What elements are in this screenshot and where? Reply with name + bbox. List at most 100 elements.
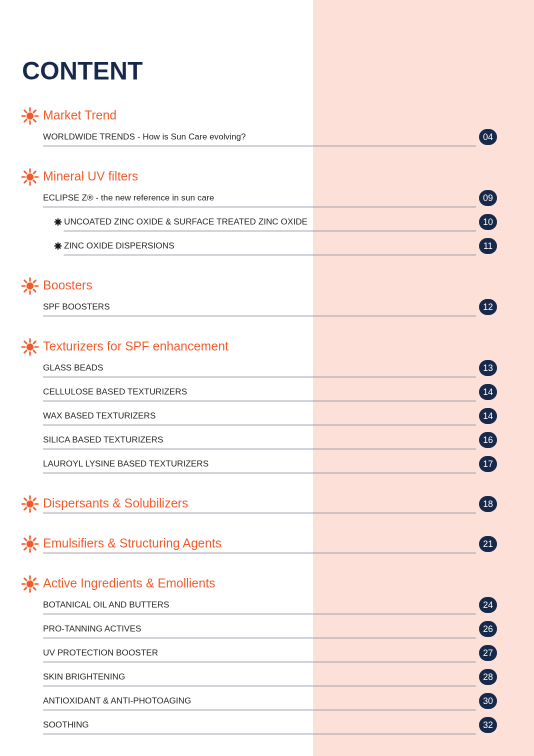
section-heading: Active Ingredients & Emollients <box>43 576 215 590</box>
page-badge <box>479 597 497 613</box>
section-heading: Mineral UV filters <box>43 169 138 183</box>
sun-icon <box>21 277 39 295</box>
page-number: 18 <box>483 499 493 509</box>
sun-ray <box>32 288 37 293</box>
sun-ray <box>32 340 37 345</box>
page-badge <box>479 621 497 637</box>
sun-ray <box>32 179 37 184</box>
sun-ray <box>23 279 28 284</box>
entry: CELLULOSE BASED TEXTURIZERS <box>43 386 187 396</box>
section-heading: Boosters <box>43 278 92 292</box>
sun-ray <box>23 179 28 184</box>
sun-ray <box>23 288 28 293</box>
page-number: 10 <box>483 217 493 227</box>
sun-ray <box>32 537 37 542</box>
sun-ray <box>23 537 28 542</box>
entry: WAX BASED TEXTURIZERS <box>43 410 156 420</box>
sun-core <box>26 540 34 548</box>
sun-core <box>26 112 34 120</box>
page-number: 26 <box>483 624 493 634</box>
page-number: 09 <box>483 193 493 203</box>
sun-ray <box>32 109 37 114</box>
sun-core <box>26 500 34 508</box>
sun-ray <box>32 170 37 175</box>
sun-ray <box>23 506 28 511</box>
sub-entry: UNCOATED ZINC OXIDE & SURFACE TREATED ZI… <box>64 216 308 226</box>
page-badge <box>479 129 497 145</box>
page-badge <box>479 384 497 400</box>
sun-icon <box>21 495 39 513</box>
page-number: 14 <box>483 387 493 397</box>
sun-ray <box>32 349 37 354</box>
page-badge <box>479 693 497 709</box>
page-number: 28 <box>483 672 493 682</box>
sun-ray <box>23 170 28 175</box>
sun-ray <box>32 506 37 511</box>
page-number: 14 <box>483 411 493 421</box>
sun-ray <box>32 586 37 591</box>
page-badge <box>479 645 497 661</box>
sun-ray <box>23 349 28 354</box>
sun-ray <box>23 546 28 551</box>
entry: GLASS BEADS <box>43 362 103 372</box>
sun-core <box>26 282 34 290</box>
section-heading: Market Trend <box>43 108 117 122</box>
sun-ray <box>32 577 37 582</box>
sun-ray <box>32 118 37 123</box>
entry: ANTIOXIDANT & ANTI-PHOTOAGING <box>43 695 191 705</box>
section-heading: Dispersants & Solubilizers <box>43 496 188 510</box>
star-ray <box>54 218 62 226</box>
page-badge <box>479 669 497 685</box>
sun-ray <box>32 546 37 551</box>
star-icon <box>54 242 62 250</box>
page-number: 24 <box>483 600 493 610</box>
sub-entry: ZINC OXIDE DISPERSIONS <box>64 240 175 250</box>
entry: SPF BOOSTERS <box>43 301 110 311</box>
sun-icon <box>21 107 39 125</box>
section-heading: Emulsifiers & Structuring Agents <box>43 536 222 550</box>
page-number: 30 <box>483 696 493 706</box>
accent-panel <box>313 0 534 756</box>
sun-ray <box>23 118 28 123</box>
entry: SOOTHING <box>43 719 89 729</box>
entry: BOTANICAL OIL AND BUTTERS <box>43 599 169 609</box>
page-number: 27 <box>483 648 493 658</box>
entry: SILICA BASED TEXTURIZERS <box>43 434 163 444</box>
section-heading: Texturizers for SPF enhancement <box>43 339 229 353</box>
page-badge <box>479 360 497 376</box>
sun-ray <box>32 497 37 502</box>
sun-icon <box>21 168 39 186</box>
sun-ray <box>23 577 28 582</box>
page-number: 16 <box>483 435 493 445</box>
page-badge <box>479 214 497 230</box>
page-number: 21 <box>483 539 493 549</box>
star-icon <box>54 218 62 226</box>
entry: PRO-TANNING ACTIVES <box>43 623 141 633</box>
sun-icon <box>21 338 39 356</box>
page-number: 32 <box>483 720 493 730</box>
page-number: 13 <box>483 363 493 373</box>
sun-icon <box>21 575 39 593</box>
sun-ray <box>32 279 37 284</box>
star-ray <box>54 242 62 250</box>
page-number: 12 <box>483 302 493 312</box>
sun-ray <box>23 109 28 114</box>
page-badge <box>479 299 497 315</box>
page-badge <box>479 190 497 206</box>
sun-ray <box>23 586 28 591</box>
page-badge <box>479 238 497 254</box>
page-number: 11 <box>483 241 492 251</box>
entry: SKIN BRIGHTENING <box>43 671 125 681</box>
sun-ray <box>23 340 28 345</box>
page-badge <box>479 408 497 424</box>
title: CONTENT <box>22 58 143 86</box>
sun-core <box>26 343 34 351</box>
entry: WORLDWIDE TRENDS - How is Sun Care evolv… <box>43 131 246 141</box>
sun-core <box>26 173 34 181</box>
entry: UV PROTECTION BOOSTER <box>43 647 158 657</box>
sun-icon <box>21 535 39 553</box>
entry: LAUROYL LYSINE BASED TEXTURIZERS <box>43 458 209 468</box>
sun-core <box>26 580 34 588</box>
